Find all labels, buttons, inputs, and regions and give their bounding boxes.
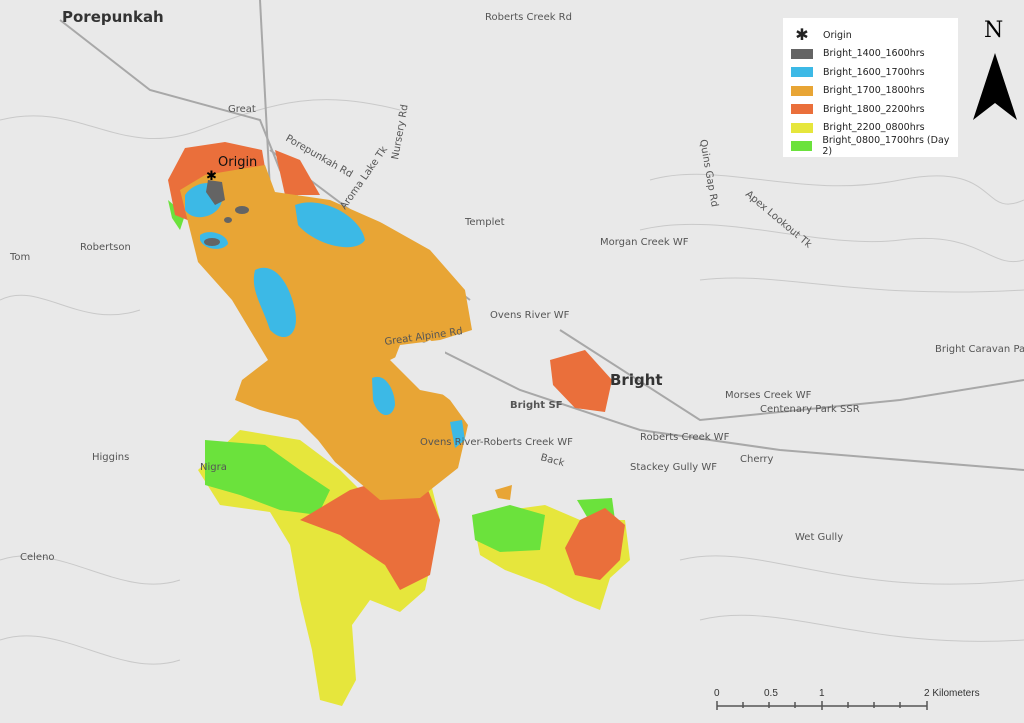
legend-item: Bright_1400_1600hrs	[791, 45, 958, 64]
legend-label: Origin	[823, 29, 852, 41]
legend-label: Bright_1600_1700hrs	[823, 66, 925, 78]
place-label-porepunkah: Porepunkah	[62, 8, 164, 26]
fire-area-1400-1600	[224, 217, 232, 223]
legend-item-origin: ✱ Origin	[791, 26, 958, 45]
north-arrow: N	[970, 18, 1024, 123]
area-label: Ovens River-Roberts Creek WF	[420, 437, 573, 448]
scale-tick-label: 0.5	[764, 688, 778, 699]
road-label: Robertson	[80, 242, 131, 253]
contour-lines	[0, 99, 1024, 665]
road-label: Apex Lookout Tk	[743, 189, 814, 251]
legend-label: Bright_0800_1700hrs (Day 2)	[822, 135, 950, 158]
area-label: Centenary Park SSR	[760, 404, 860, 415]
fire-area-1800-2200	[550, 350, 612, 412]
legend-swatch	[791, 67, 813, 78]
origin-label: Origin	[218, 155, 257, 170]
fire-area-1600-1700	[295, 202, 365, 248]
fire-area-0800-1700	[472, 505, 545, 552]
area-label: Bright Caravan Park	[935, 344, 1024, 355]
area-label: Morses Creek WF	[725, 390, 812, 401]
road-label: Templet	[464, 217, 505, 228]
fire-progression	[168, 142, 630, 706]
fire-area-1800-2200	[300, 470, 440, 590]
area-label: Roberts Creek WF	[640, 432, 730, 443]
road-label: Nursery Rd	[390, 104, 411, 161]
scale-tick-label: 2 Kilometers	[924, 688, 980, 699]
fire-area-0800-1700	[205, 440, 330, 515]
legend-swatch	[791, 85, 813, 96]
fire-area-1800-2200	[565, 508, 625, 580]
asterisk-icon: ✱	[206, 169, 217, 184]
scale-tick-label: 0	[714, 688, 720, 699]
unburnt-island	[390, 340, 445, 395]
legend-label: Bright_1400_1600hrs	[823, 48, 925, 60]
fire-area-1600-1700	[450, 420, 465, 448]
north-arrow-icon	[973, 53, 1017, 120]
legend-swatch	[791, 48, 813, 59]
area-label: Stackey Gully WF	[630, 462, 717, 473]
legend-swatch	[791, 104, 813, 115]
legend-label: Bright_1700_1800hrs	[823, 85, 925, 97]
legend-item: Bright_1700_1800hrs	[791, 82, 958, 101]
road-label: Cherry	[740, 454, 774, 465]
road-label: Great	[228, 104, 256, 115]
fire-area-1700-1800	[495, 485, 512, 500]
road-label: Higgins	[92, 452, 129, 463]
legend-swatch	[791, 122, 813, 133]
fire-area-1800-2200	[275, 150, 320, 195]
road-label: Celeno	[20, 552, 55, 563]
legend-label: Bright_2200_0800hrs	[823, 122, 925, 134]
scale-bar: 0 0.5 1 2 Kilometers	[712, 688, 992, 718]
area-label: Wet Gully	[795, 532, 843, 543]
road-label: Nigra	[200, 462, 227, 473]
fire-area-1400-1600	[204, 238, 220, 246]
road-label: Back	[539, 452, 565, 469]
fire-area-1600-1700	[253, 267, 296, 338]
asterisk-icon: ✱	[795, 25, 809, 45]
map-legend: ✱ Origin Bright_1400_1600hrs Bright_1600…	[783, 18, 958, 157]
road-label: Roberts Creek Rd	[485, 12, 572, 23]
area-label: Morgan Creek WF	[600, 237, 689, 248]
legend-item: Bright_0800_1700hrs (Day 2)	[791, 135, 958, 158]
area-label: Ovens River WF	[490, 310, 570, 321]
legend-item: Bright_1800_2200hrs	[791, 100, 958, 119]
fire-area-1600-1700	[372, 376, 395, 416]
fire-area-1700-1800	[180, 165, 472, 500]
north-label: N	[984, 18, 1004, 43]
legend-item: Bright_2200_0800hrs	[791, 119, 958, 138]
place-label-bright: Bright	[610, 371, 663, 389]
road-label: Tom	[9, 252, 30, 263]
fire-area-1400-1600	[206, 180, 225, 205]
road-label: Quins Gap Rd	[697, 139, 720, 208]
fire-area-1400-1600	[235, 206, 249, 214]
scale-bar-line	[716, 701, 928, 710]
road-shield-b500: Bright SF	[510, 400, 563, 411]
legend-label: Bright_1800_2200hrs	[823, 103, 925, 115]
legend-item: Bright_1600_1700hrs	[791, 63, 958, 82]
scale-tick-label: 1	[819, 688, 825, 699]
legend-swatch	[791, 141, 813, 152]
